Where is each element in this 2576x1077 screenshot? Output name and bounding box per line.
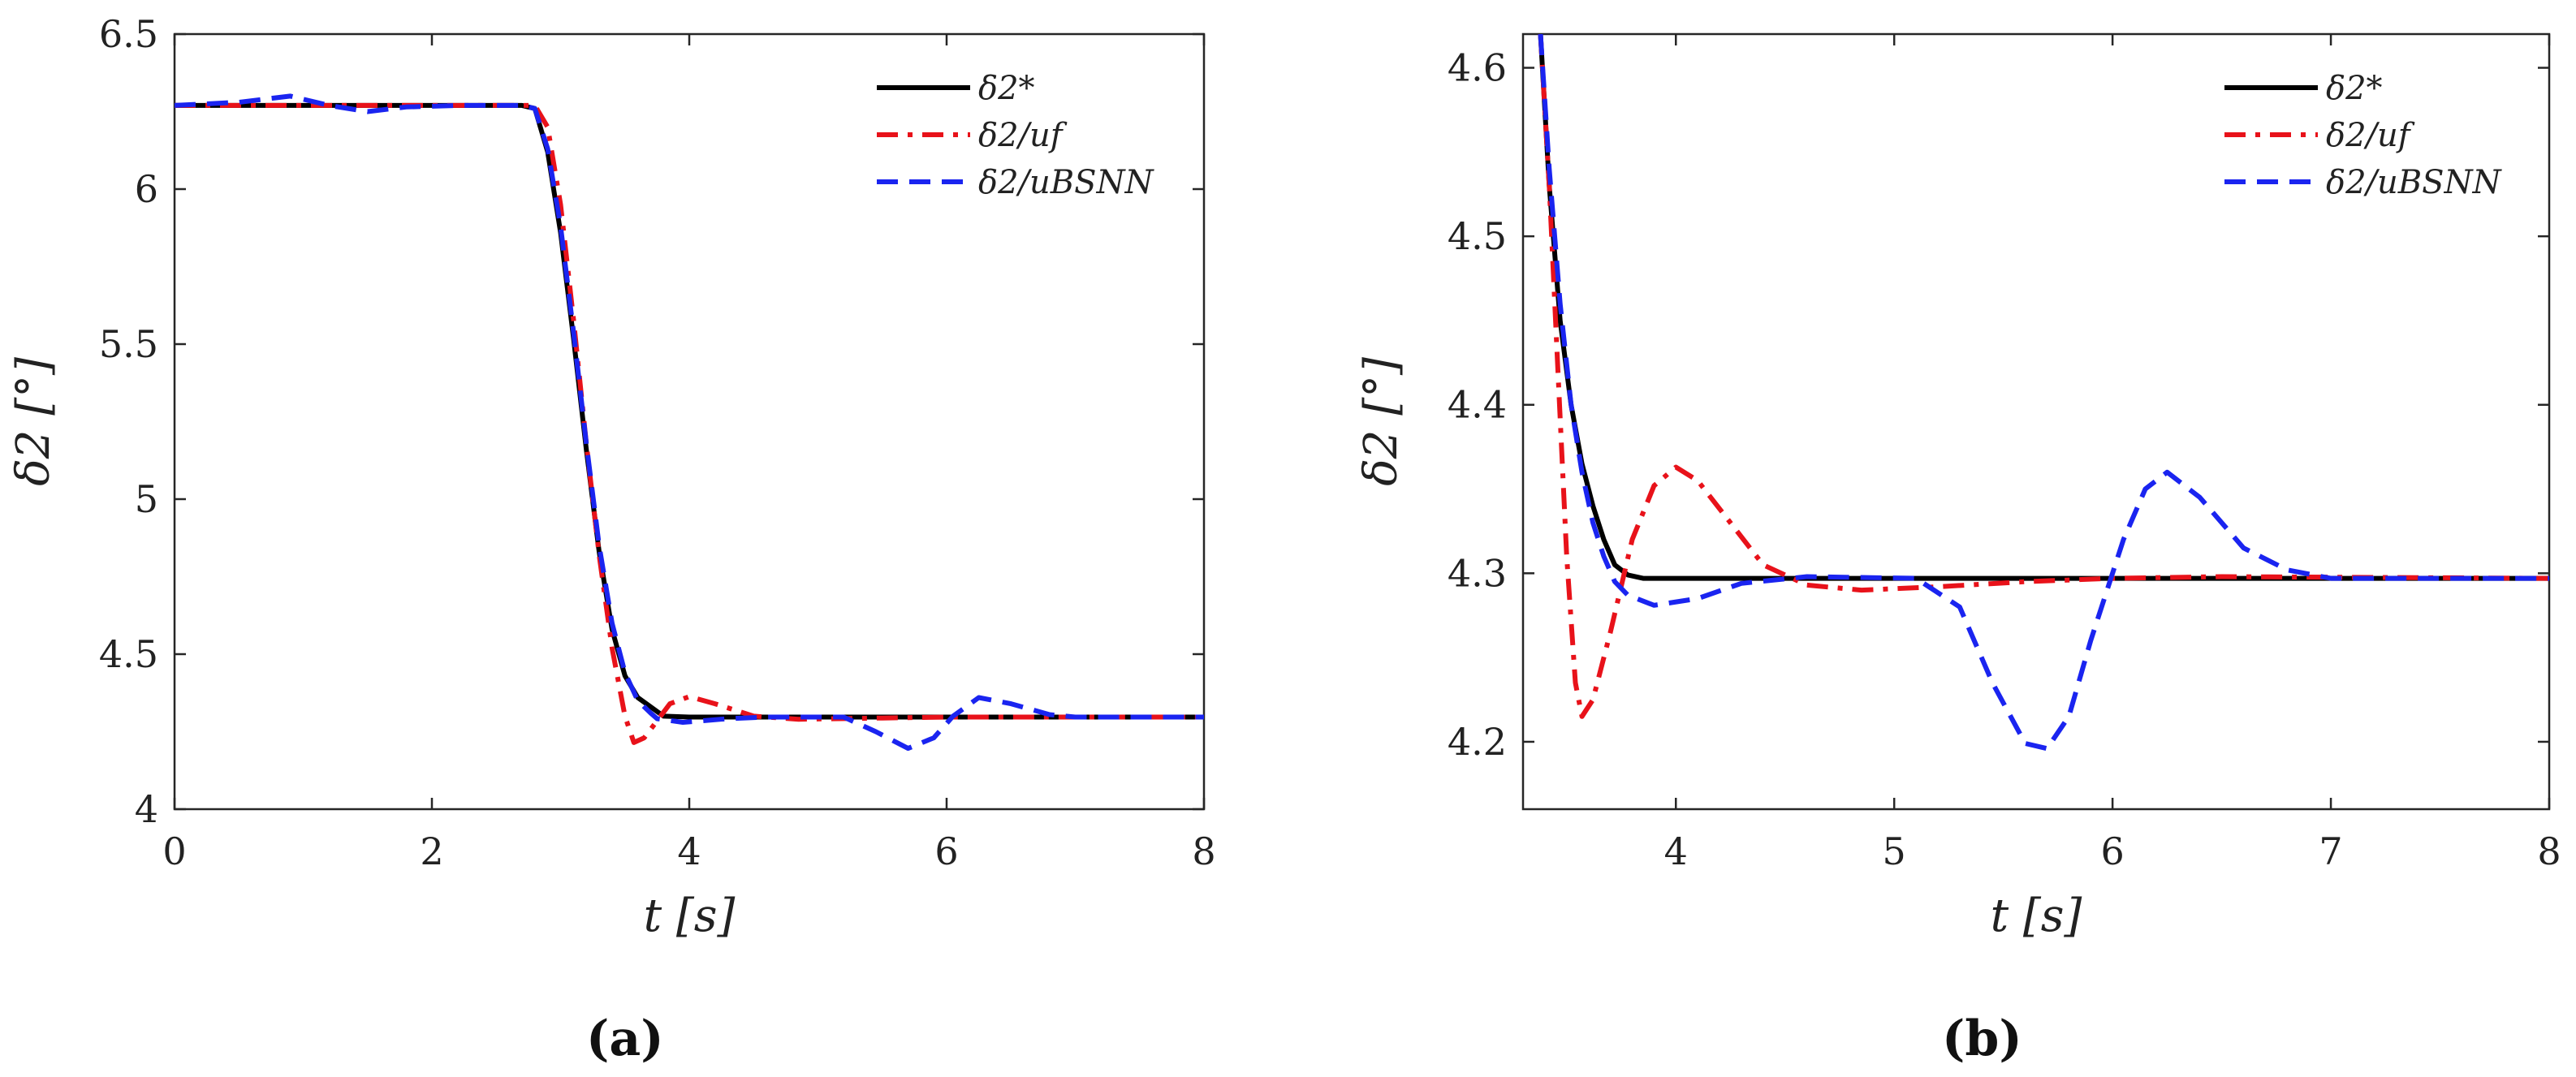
x-tick-label: 5	[1883, 829, 1906, 873]
legend-label-0: δ2*	[2326, 70, 2383, 107]
series-line-2	[1538, 34, 2549, 752]
y-tick-label: 4.6	[1448, 46, 1507, 90]
x-tick-label: 4	[1664, 829, 1688, 873]
panel-label-b: (b)	[1942, 1010, 2022, 1067]
y-tick-label: 6.5	[99, 12, 158, 56]
y-tick-label: 5.5	[99, 322, 158, 366]
y-tick-label: 4.3	[1448, 551, 1507, 595]
series-line-0	[1538, 34, 2549, 581]
legend: δ2* δ2/uf δ2/uBSNN	[877, 70, 1155, 201]
x-axis-label: t [s]	[1991, 890, 2082, 942]
x-tick-label: 6	[2100, 829, 2124, 873]
series-line-2	[175, 93, 1204, 752]
legend-label-2: δ2/uBSNN	[978, 164, 1155, 201]
y-axis-label: δ2 [°]	[7, 357, 60, 486]
legend: δ2* δ2/uf δ2/uBSNN	[2224, 70, 2503, 201]
x-tick-label: 6	[934, 829, 958, 873]
y-tick-label: 5	[135, 477, 158, 521]
y-tick-label: 4	[135, 787, 158, 831]
y-axis-label: δ2 [°]	[1355, 357, 1408, 486]
y-tick-label: 4.5	[99, 632, 158, 676]
x-tick-label: 2	[420, 829, 443, 873]
chart-panel-a: 0 2 4 6 8 4 4.5 5 5.5 6 6.5 t [s] δ2 [°] δ2* δ2/uf δ2/u…	[7, 12, 1216, 942]
x-tick-label: 0	[162, 829, 186, 873]
x-tick-label: 7	[2319, 829, 2342, 873]
y-tick-label: 4.4	[1448, 383, 1507, 427]
y-tick-label: 6	[135, 167, 158, 211]
x-tick-label: 4	[677, 829, 701, 873]
x-tick-label: 8	[2537, 829, 2561, 873]
legend-label-2: δ2/uBSNN	[2326, 164, 2503, 201]
y-tick-label: 4.5	[1448, 214, 1507, 258]
y-tick-label: 4.2	[1448, 720, 1507, 764]
legend-label-0: δ2*	[978, 70, 1035, 107]
series-line-1	[175, 102, 1204, 745]
chart-panel-b: 4 5 6 7 84.24.34.44.54.6t [s]δ2 [°]δ2*δ2/ufδ…	[1355, 32, 2561, 942]
x-axis-label: t [s]	[644, 890, 736, 942]
axes-box	[1521, 32, 2551, 811]
series-group	[1538, 34, 2549, 752]
legend-label-1: δ2/uf	[978, 117, 1068, 154]
panel-label-a: (a)	[586, 1010, 664, 1067]
series-group	[175, 93, 1204, 752]
x-tick-label: 8	[1192, 829, 1215, 873]
series-line-1	[1538, 34, 2549, 719]
legend-label-1: δ2/uf	[2326, 117, 2415, 154]
